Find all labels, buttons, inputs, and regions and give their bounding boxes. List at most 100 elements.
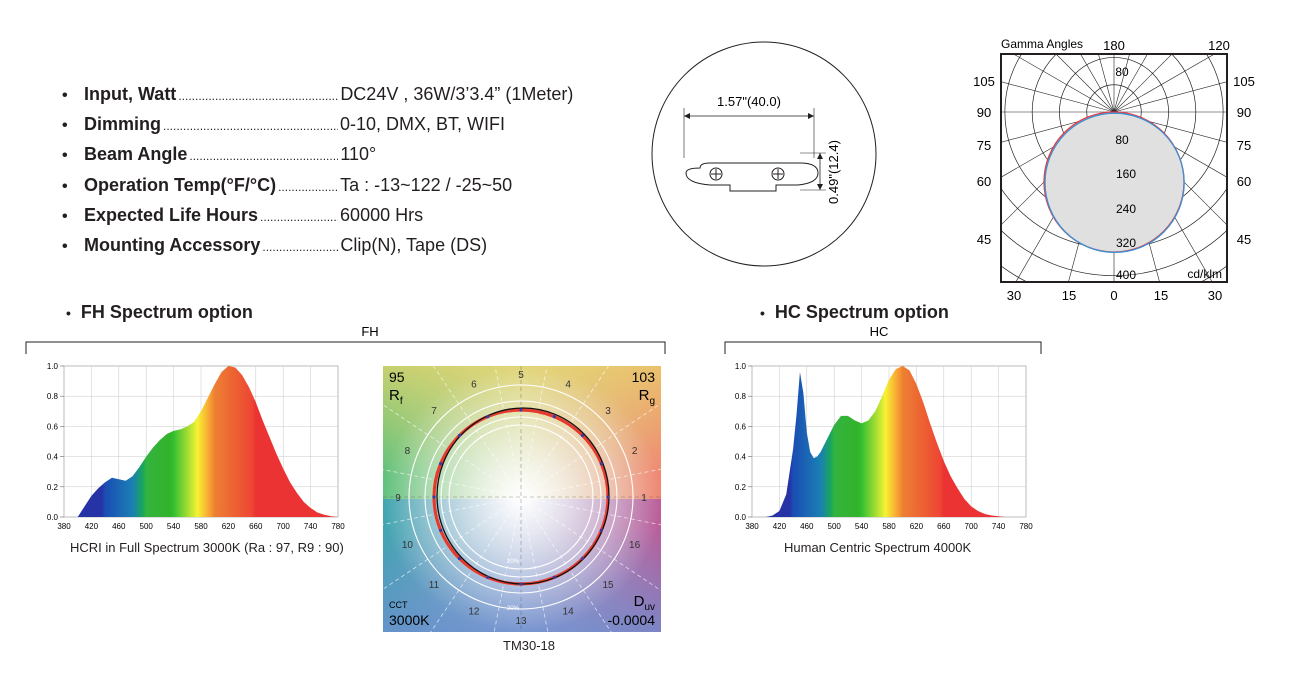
bullet-icon: • xyxy=(62,177,68,195)
duv-value: -0.0004 xyxy=(608,612,656,628)
shift-arrow xyxy=(486,575,490,579)
hue-bin-label: 11 xyxy=(429,580,440,591)
polar-grid-line xyxy=(1113,81,1227,113)
spec-label: Mounting Accessory xyxy=(84,234,261,255)
spec-row: • Beam Angle.............................… xyxy=(62,144,622,174)
fh-x-tick-label: 780 xyxy=(331,522,345,531)
shift-arrow xyxy=(599,528,603,532)
hue-bin-label: 5 xyxy=(518,370,524,381)
hc-y-tick-label: 0.2 xyxy=(735,483,747,492)
polar-bottom-label: 30 xyxy=(1208,288,1222,303)
hc-spectrum-chart: 380 420 460 500 540 580 620 660 700 740 780 0.0 0.2 0… xyxy=(735,362,1033,531)
hue-bin-divider xyxy=(383,496,522,525)
hc-x-tick-label: 460 xyxy=(800,522,814,531)
leader-dots: ........................................… xyxy=(178,89,339,103)
height-label: 0.49"(12.4) xyxy=(826,140,841,204)
hue-bin-divider xyxy=(494,366,522,498)
pct-label: 20% xyxy=(507,606,520,612)
hue-bin-divider xyxy=(520,402,661,498)
hue-bin-label: 3 xyxy=(605,406,611,417)
shift-arrow xyxy=(439,462,443,466)
hc-bracket-label: HC xyxy=(870,324,889,339)
hue-bin-label: 8 xyxy=(405,446,411,457)
polar-grid-line xyxy=(1113,54,1216,113)
polar-right-label: 90 xyxy=(1237,105,1251,120)
polar-left-label: 105 xyxy=(973,74,995,89)
hc-x-tick-label: 780 xyxy=(1019,522,1033,531)
hue-bin-label: 9 xyxy=(395,493,401,504)
fh-x-tick-label: 620 xyxy=(222,522,236,531)
reference-ring xyxy=(440,416,602,578)
hue-bin-divider xyxy=(383,496,522,590)
hue-bin-label: 16 xyxy=(629,540,641,551)
polar-radial-label: 80 xyxy=(1115,133,1129,147)
spec-value: 0-10, DMX, BT, WIFI xyxy=(340,114,506,135)
bullet-icon: • xyxy=(62,87,68,104)
leader-dots: ........................................… xyxy=(189,149,339,164)
rg-value: 103 xyxy=(632,369,656,385)
polar-unit: cd/klm xyxy=(1187,267,1222,281)
spec-row: • Dimming................................… xyxy=(62,114,622,144)
polar-grid-line xyxy=(1001,81,1115,113)
shift-arrow xyxy=(580,556,585,561)
polar-right-label: 105 xyxy=(1233,74,1255,89)
hue-bin-divider xyxy=(520,496,612,632)
fh-x-tick-label: 500 xyxy=(140,522,154,531)
fh-x-tick-label: 580 xyxy=(194,522,208,531)
bullet-icon: • xyxy=(62,117,68,135)
hue-bin-divider xyxy=(520,496,661,526)
fh-x-tick-label: 540 xyxy=(167,522,181,531)
hue-bin-label: 4 xyxy=(565,379,571,390)
hc-x-tick-label: 500 xyxy=(828,522,842,531)
hc-x-tick-label: 740 xyxy=(992,522,1006,531)
polar-grid-line xyxy=(1113,54,1173,113)
fh-x-tick-label: 740 xyxy=(304,522,318,531)
polar-fill xyxy=(1044,112,1184,252)
shift-arrow xyxy=(580,433,585,438)
hue-bin-divider xyxy=(383,404,522,498)
fh-y-tick-label: 0.2 xyxy=(47,483,59,492)
shift-arrow xyxy=(599,462,603,466)
hc-y-tick-label: 0.8 xyxy=(735,392,747,401)
spec-value: Ta : -13~122 / -25~50 xyxy=(340,174,513,195)
spec-label: Beam Angle xyxy=(84,144,188,165)
polar-radial-label: 160 xyxy=(1116,167,1136,181)
polar-left-label: 90 xyxy=(977,105,991,120)
spec-row: • Mounting Accessory.....................… xyxy=(62,235,622,265)
hue-bin-label: 1 xyxy=(641,493,647,504)
hue-bin-divider xyxy=(520,366,610,498)
polar-left-label: 60 xyxy=(977,174,991,189)
reference-ring xyxy=(448,424,594,570)
hue-bin-divider xyxy=(493,496,522,632)
hc-section-title: • HC Spectrum option xyxy=(760,302,949,322)
polar-radial-label: 80 xyxy=(1115,65,1129,79)
spec-label: Dimming xyxy=(84,114,162,135)
fh-x-tick-label: 460 xyxy=(112,522,126,531)
fh-caption: HCRI in Full Spectrum 3000K (Ra : 97, R9… xyxy=(70,540,344,555)
polar-title: Gamma Angles xyxy=(1001,37,1083,51)
pct-label: 20% xyxy=(507,559,520,565)
polar-bottom-label: 30 xyxy=(1007,288,1021,303)
fh-section-title-text: FH Spectrum option xyxy=(80,302,253,322)
shift-arrow xyxy=(432,495,436,499)
hue-bin-label: 13 xyxy=(515,616,527,627)
polar-radial-label: 240 xyxy=(1116,202,1136,216)
fh-y-tick-label: 0.4 xyxy=(47,453,59,462)
screw-icon xyxy=(771,167,785,181)
hc-y-tick-label: 0.6 xyxy=(735,422,747,431)
polar-curve-b xyxy=(1044,112,1185,254)
shift-arrow xyxy=(457,433,462,438)
hue-bin-label: 14 xyxy=(563,607,575,618)
hc-section-title-text: HC Spectrum option xyxy=(774,302,949,322)
shift-arrow xyxy=(486,415,490,419)
spec-value: DC24V , 36W/3’3.4” (1Meter) xyxy=(340,84,574,104)
fh-y-tick-label: 0.6 xyxy=(47,422,59,431)
cct-label: CCT xyxy=(389,600,408,610)
polar-grid-line xyxy=(1080,54,1115,113)
shift-arrow xyxy=(457,556,462,561)
hc-y-tick-label: 0.0 xyxy=(735,513,747,522)
polar-left-label: 75 xyxy=(977,138,991,153)
fh-y-tick-label: 0.8 xyxy=(47,392,59,401)
hc-caption: Human Centric Spectrum 4000K xyxy=(784,540,972,555)
bullet-icon: • xyxy=(62,237,68,255)
